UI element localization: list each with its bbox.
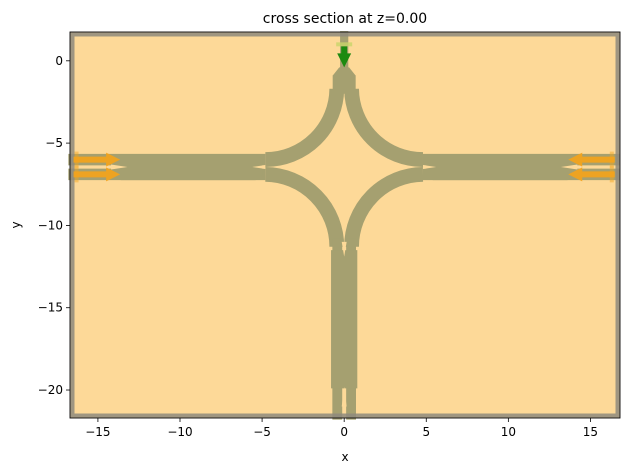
y-tick-label: −20 xyxy=(38,383,63,397)
x-tick-label: −5 xyxy=(253,425,271,439)
x-axis-label: x xyxy=(341,450,348,464)
left-taper-notch-outer xyxy=(111,164,128,170)
arc-top-left xyxy=(265,88,345,167)
right-taper-notch-inner xyxy=(419,164,437,170)
x-tick-label: 15 xyxy=(583,425,598,439)
chart-title: cross section at z=0.00 xyxy=(263,11,427,27)
axes-frame xyxy=(69,31,621,419)
x-tick-label: −10 xyxy=(167,425,192,439)
y-axis-label: y xyxy=(9,221,23,228)
bottom-taper-block xyxy=(331,250,358,389)
y-tick-label: −10 xyxy=(38,218,63,232)
y-axis-ticks: 0 −5 −10 −15 −20 xyxy=(38,54,70,397)
port-arrow-1 xyxy=(73,167,121,182)
x-tick-label: −15 xyxy=(85,425,110,439)
source-arrow xyxy=(337,46,352,68)
right-taper-notch-outer xyxy=(560,164,578,170)
plot-area xyxy=(68,31,621,420)
port-arrow-2 xyxy=(568,152,615,167)
x-tick-label: 5 xyxy=(422,425,430,439)
right-taper-block xyxy=(426,154,575,181)
port-arrow-3 xyxy=(568,167,615,182)
y-tick-label: 0 xyxy=(55,54,63,68)
pml-boundary xyxy=(69,31,621,419)
bottom-notch-top xyxy=(341,241,347,257)
y-tick-label: −5 xyxy=(45,136,63,150)
source-plane xyxy=(336,42,353,47)
arc-bottom-right xyxy=(344,166,424,248)
x-tick-label: 10 xyxy=(501,425,516,439)
left-taper-notch-inner xyxy=(252,164,269,170)
left-taper-block xyxy=(114,154,263,181)
x-tick-label: 0 xyxy=(340,425,348,439)
top-taper-blob xyxy=(332,67,356,94)
port-arrow-0 xyxy=(73,152,121,167)
arc-bottom-left xyxy=(265,166,345,248)
x-axis-ticks: −15 −10 −5 0 5 10 15 xyxy=(85,418,598,439)
bottom-notch-bottom xyxy=(341,386,347,407)
arc-top-right xyxy=(344,88,424,167)
y-tick-label: −15 xyxy=(38,301,63,315)
